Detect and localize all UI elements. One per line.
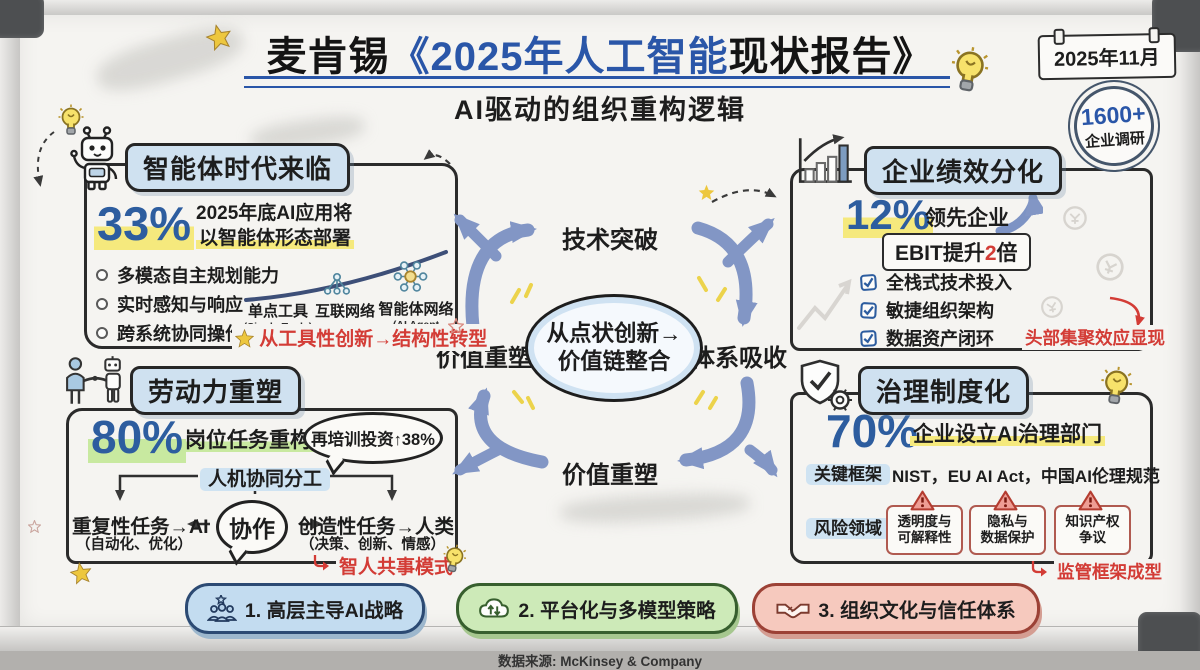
performance-note: 头部集聚效应显现 bbox=[1022, 325, 1168, 350]
red-hook-arrow bbox=[313, 554, 331, 572]
warning-triangle-icon bbox=[1078, 490, 1103, 511]
cycle-label-bottom: 价值重塑 bbox=[562, 462, 658, 489]
red-curve-arrow bbox=[1109, 296, 1145, 327]
coin-doodle-icon bbox=[1063, 206, 1087, 230]
sketch-arrow-doodle bbox=[797, 278, 852, 330]
agent-stat-desc: 2025年底AI应用将 以智能体形态部署 bbox=[196, 201, 355, 251]
checkbox-icon bbox=[859, 301, 878, 319]
people-star-icon bbox=[207, 595, 237, 622]
pillar-3: 3. 组织文化与信任体系 bbox=[752, 583, 1040, 634]
star-icon bbox=[235, 329, 254, 348]
star-icon bbox=[68, 560, 94, 585]
red-hook-arrow bbox=[1031, 560, 1049, 578]
handshake-icon bbox=[776, 603, 810, 619]
performance-stat-desc: 领先企业 bbox=[925, 207, 1009, 230]
pillar-2: 2. 平台化与多模型策略 bbox=[456, 583, 738, 634]
checklist-item: 数据资产闭环 bbox=[859, 324, 1012, 352]
agent-stat-desc-line2: 以智能体形态部署 bbox=[196, 228, 355, 249]
labor-split-title: 人机协同分工 bbox=[200, 464, 331, 491]
governance-section-title: 治理制度化 bbox=[858, 366, 1030, 415]
agent-note: 从工具性创新→结构性转型 bbox=[232, 324, 491, 351]
warning-triangle-icon bbox=[993, 490, 1018, 511]
shield-check-gear-icon bbox=[800, 359, 854, 413]
agent-section-title: 智能体时代来临 bbox=[125, 143, 351, 192]
framework-label: 关键框架 bbox=[806, 460, 890, 485]
performance-stat-value: 12% bbox=[843, 191, 934, 238]
star-icon bbox=[448, 318, 464, 334]
up-arrow-icon bbox=[995, 190, 1043, 236]
cycle-center-line2: 价值链整合 bbox=[557, 349, 671, 374]
growth-swoosh bbox=[244, 250, 448, 302]
cooperation-bubble: 协作 bbox=[216, 500, 288, 554]
cloud-sync-icon bbox=[479, 597, 510, 617]
retraining-bubble: 再培训投资↑38% bbox=[303, 412, 443, 464]
cycle-center-callout: 从点状创新→ 价值链整合 bbox=[525, 294, 703, 402]
labor-stat-desc: 岗位任务重构 bbox=[182, 424, 314, 454]
bulb-icon bbox=[1097, 363, 1135, 407]
performance-checklist: 全栈式技术投入 敏捷组织架构 数据资产闭环 bbox=[859, 268, 1012, 352]
bullet-dot-icon bbox=[96, 326, 108, 339]
bullet-dot-icon bbox=[96, 297, 108, 310]
bulb-icon bbox=[58, 104, 84, 135]
risk-box-transparency: 透明度与 可解释性 bbox=[886, 505, 963, 555]
agent-bullet-list: 多模态自主规划能力 实时感知与响应 跨系统协同操作 bbox=[96, 260, 279, 347]
performance-section-title: 企业绩效分化 bbox=[864, 146, 1063, 195]
checkbox-icon bbox=[859, 273, 878, 291]
governance-note: 监管框架成型 bbox=[1054, 559, 1165, 584]
stage-connected-network: 互联网络 bbox=[314, 303, 375, 320]
board-frame-left bbox=[0, 0, 20, 652]
cycle-arrows bbox=[423, 149, 778, 478]
title-part-black2: 现状报告》 bbox=[728, 35, 934, 79]
bar-chart-icon bbox=[792, 134, 858, 190]
data-source: 数据来源: McKinsey & Company bbox=[497, 654, 703, 669]
date-badge: 2025年11月 bbox=[1037, 32, 1177, 81]
board-frame-right bbox=[1180, 0, 1200, 652]
agent-stat-desc-line1: 2025年底AI应用将 bbox=[196, 203, 353, 224]
footer-band: 数据来源: McKinsey & Company bbox=[0, 651, 1200, 669]
page-subtitle: AI驱动的组织重构逻辑 bbox=[454, 95, 746, 125]
bullet-dot-icon bbox=[96, 268, 108, 281]
dashed-arrow bbox=[33, 131, 55, 187]
labor-right-task: 创造性任务→人类 bbox=[298, 516, 455, 538]
ebit-box: EBIT提升2倍 bbox=[882, 233, 1031, 271]
corner-cap-top-left bbox=[0, 0, 44, 38]
risk-box-privacy: 隐私与 数据保护 bbox=[969, 505, 1046, 555]
list-item: 多模态自主规划能力 bbox=[96, 260, 279, 289]
framework-value: NIST，EU AI Act，中国AI伦理规范 bbox=[892, 467, 1160, 486]
agent-stat-value: 33% bbox=[94, 197, 195, 250]
star-icon bbox=[698, 184, 715, 200]
labor-stat-value: 80% bbox=[88, 411, 187, 463]
cycle-center-line1: 从点状创新→ bbox=[546, 320, 682, 346]
pillar-1: 1. 高层主导AI战略 bbox=[185, 583, 425, 634]
network-tree-icon bbox=[323, 272, 351, 295]
title-part-black: 麦肯锡 bbox=[266, 35, 390, 79]
warning-triangle-icon bbox=[910, 490, 935, 511]
human-robot-handshake-icon bbox=[65, 356, 122, 406]
checklist-item: 敏捷组织架构 bbox=[859, 296, 1012, 324]
list-item: 跨系统协同操作 bbox=[96, 318, 279, 347]
survey-label: 企业调研 bbox=[1084, 129, 1146, 152]
labor-left-task: 重复性任务→AI bbox=[72, 516, 209, 538]
risk-box-ip: 知识产权 争议 bbox=[1054, 505, 1131, 555]
labor-left-sub: （自动化、优化） bbox=[76, 537, 192, 553]
labor-note: 智人共事模式 bbox=[336, 552, 457, 579]
checklist-item: 全栈式技术投入 bbox=[859, 268, 1012, 296]
labor-section-title: 劳动力重塑 bbox=[130, 366, 302, 415]
star-icon bbox=[28, 520, 41, 533]
page-title: 麦肯锡 《2025年人工智能 现状报告》 bbox=[0, 24, 1200, 82]
coin-doodle-icon bbox=[1039, 294, 1065, 320]
governance-stat-desc: 企业设立AI治理部门 bbox=[910, 418, 1105, 448]
cycle-label-top: 技术突破 bbox=[562, 227, 658, 254]
labor-right-sub: （决策、创新、情感） bbox=[300, 537, 445, 553]
governance-stat-value: 70% bbox=[826, 405, 919, 457]
cycle-label-right: 体系吸收 bbox=[691, 345, 787, 372]
labor-flow-lines bbox=[115, 474, 397, 529]
list-item: 实时感知与响应 bbox=[96, 289, 279, 318]
checkbox-icon bbox=[859, 329, 878, 347]
title-part-blue: 《2025年人工智能 bbox=[389, 35, 729, 79]
risk-label: 风险领域 bbox=[806, 514, 890, 539]
board-frame-top bbox=[0, 0, 1200, 16]
title-underline bbox=[244, 76, 950, 88]
